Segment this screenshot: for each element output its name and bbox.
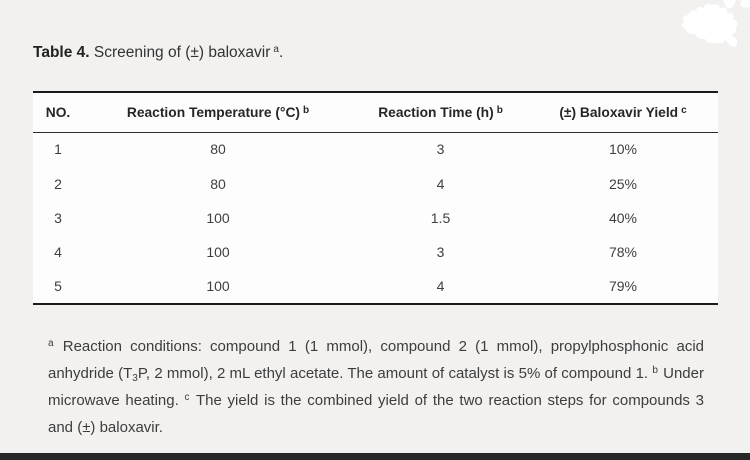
table-cell: 3 [436, 141, 445, 158]
table-row: 5 100 4 79% [33, 270, 718, 304]
table-cell: 78% [608, 244, 638, 261]
footnote-marker-b: b [303, 104, 310, 116]
footnote-text: Under microwave heating. [48, 365, 704, 409]
column-header-no: NO. [33, 92, 83, 133]
table-cell: 3 [54, 209, 62, 226]
table-cell: 100 [206, 244, 230, 261]
bottom-edge-bar [0, 453, 750, 460]
footnote-text: The yield is the combined yield of the t… [48, 392, 704, 436]
table-caption: Table 4. Screening of (±) baloxavir a. [33, 43, 283, 65]
table-cell: 100 [206, 278, 230, 295]
table-cell: 40% [608, 209, 638, 226]
table-cell: 10% [608, 141, 638, 158]
column-header-temperature: Reaction Temperature (°C) b [83, 92, 353, 133]
table-cell: 100 [206, 209, 230, 226]
table-cell: 80 [210, 141, 226, 158]
table-caption-period: . [278, 44, 284, 61]
table-cell: 2 [54, 175, 62, 192]
footnote-text: Reaction conditions: compound 1 (1 mmol)… [48, 338, 704, 382]
t3p-subscript: 3 [132, 373, 138, 384]
footnote-marker-c: c [184, 392, 190, 403]
table-body: 1 80 3 10% 2 80 4 25% 3 100 1.5 40% 4 10… [33, 132, 718, 304]
corner-splash-shape [681, 0, 750, 48]
table-header: NO. Reaction Temperature (°C) b Reaction … [33, 92, 718, 133]
table-row: 3 100 1.5 40% [33, 201, 718, 235]
table-row: 2 80 4 25% [33, 166, 718, 200]
footnote-text: P, 2 mmol), 2 mL ethyl acetate. The amou… [137, 365, 653, 382]
footnote-marker-c: c [681, 104, 687, 116]
results-table: NO. Reaction Temperature (°C) b Reaction … [33, 91, 718, 305]
table-footnotes: a Reaction conditions: compound 1 (1 mmo… [48, 334, 704, 440]
table-cell: 80 [210, 175, 226, 192]
table-caption-label: Table 4. [33, 44, 90, 61]
table-cell: 4 [436, 175, 445, 192]
footnote-marker-b: b [652, 365, 658, 376]
table-cell: 25% [608, 175, 638, 192]
footnote-marker-a: a [48, 338, 54, 349]
column-header-yield: (±) Baloxavir Yield c [528, 92, 718, 133]
table-row: 1 80 3 10% [33, 132, 718, 166]
table-caption-footnote-marker: a [273, 44, 279, 55]
table-cell: 4 [436, 278, 445, 295]
table-header-row: NO. Reaction Temperature (°C) b Reaction … [33, 92, 718, 133]
table-cell: 4 [54, 244, 62, 261]
table-cell: 1 [54, 141, 62, 158]
table-cell: 79% [608, 278, 638, 295]
table-caption-text: Screening of (±) baloxavir [89, 44, 271, 61]
table-row: 4 100 3 78% [33, 235, 718, 269]
table-cell: 1.5 [430, 209, 451, 226]
table-cell: 5 [54, 278, 62, 295]
table-cell: 3 [436, 244, 445, 261]
column-header-time: Reaction Time (h) b [353, 92, 528, 133]
footnote-marker-b: b [496, 104, 503, 116]
